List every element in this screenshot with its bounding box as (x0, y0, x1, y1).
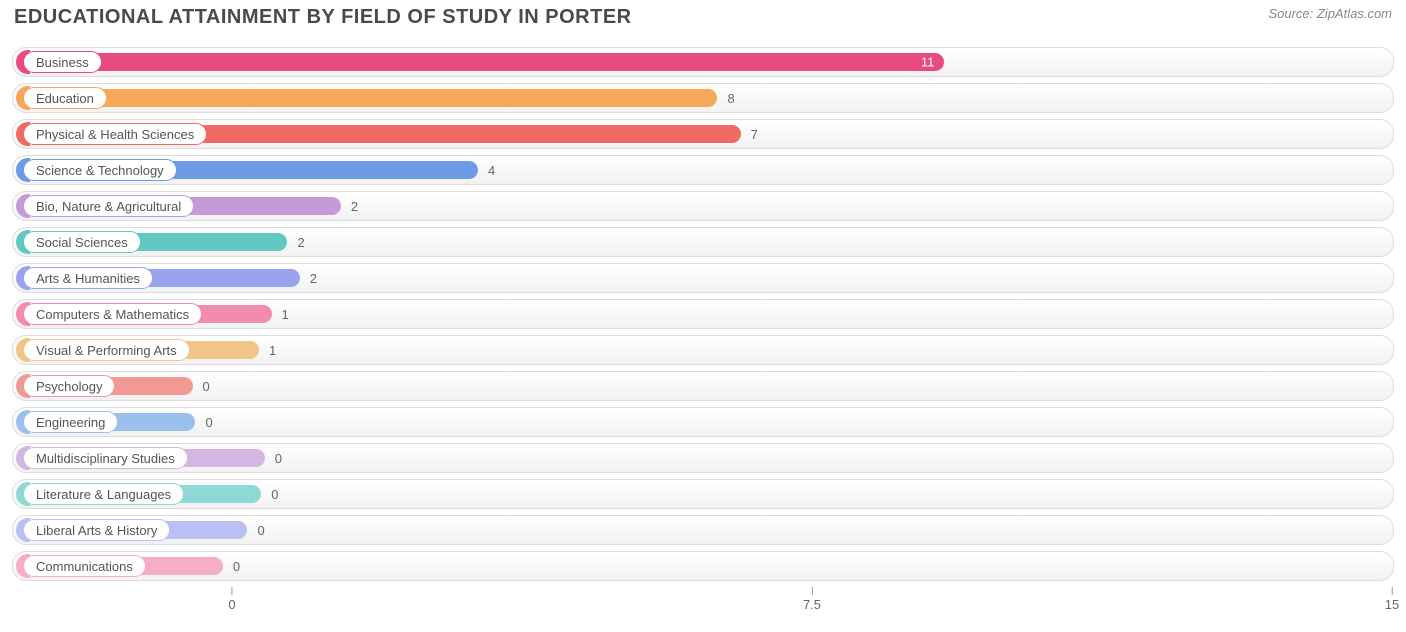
bar-value-label: 11 (921, 55, 935, 70)
category-label-pill: Literature & Languages (23, 483, 184, 505)
bar-value-label: 0 (233, 559, 240, 574)
tick-mark (1392, 587, 1393, 595)
bar-row: Communications 0 (12, 551, 1394, 581)
tick-label: 0 (228, 597, 235, 612)
bar-value-label: 0 (203, 379, 210, 394)
category-label-pill: Liberal Arts & History (23, 519, 170, 541)
tick-label: 7.5 (803, 597, 821, 612)
x-axis: 07.515 (12, 587, 1394, 615)
bar-row: Liberal Arts & History 0 (12, 515, 1394, 545)
bar-fill (182, 341, 259, 359)
bar-value-label: 1 (269, 343, 276, 358)
x-axis-tick: 0 (228, 587, 235, 612)
bar-fill (186, 197, 341, 215)
bar-row: Arts & Humanities 2 (12, 263, 1394, 293)
tick-mark (811, 587, 812, 595)
bar-value-label: 0 (205, 415, 212, 430)
bar-fill: 11 (94, 53, 945, 71)
bar-fill (99, 89, 718, 107)
bar-fill (180, 449, 265, 467)
bar-value-label: 2 (297, 235, 304, 250)
bar-fill (110, 413, 195, 431)
category-label-pill: Physical & Health Sciences (23, 123, 207, 145)
bar-row: Bio, Nature & Agricultural 2 (12, 191, 1394, 221)
source-attribution: Source: ZipAtlas.com (1268, 6, 1392, 21)
tick-label: 15 (1385, 597, 1399, 612)
category-label-pill: Bio, Nature & Agricultural (23, 195, 194, 217)
bar-value-label: 8 (727, 91, 734, 106)
tick-mark (231, 587, 232, 595)
bar-fill (194, 305, 271, 323)
bar-fill (169, 161, 478, 179)
bar-value-label: 2 (351, 199, 358, 214)
bar-row: Business 11 (12, 47, 1394, 77)
bar-fill (176, 485, 261, 503)
bar-fill (133, 233, 288, 251)
category-label-pill: Communications (23, 555, 146, 577)
category-label-pill: Science & Technology (23, 159, 177, 181)
category-label-pill: Business (23, 51, 102, 73)
bar-value-label: 0 (275, 451, 282, 466)
bar-value-label: 0 (271, 487, 278, 502)
bar-row: Physical & Health Sciences 7 (12, 119, 1394, 149)
category-label-pill: Education (23, 87, 107, 109)
category-label-pill: Arts & Humanities (23, 267, 153, 289)
bar-value-label: 2 (310, 271, 317, 286)
bar-fill (162, 521, 247, 539)
x-axis-tick: 15 (1385, 587, 1399, 612)
chart-title: EDUCATIONAL ATTAINMENT BY FIELD OF STUDY… (14, 6, 632, 29)
bar-fill (199, 125, 740, 143)
bar-fill (138, 557, 223, 575)
category-label-pill: Engineering (23, 411, 118, 433)
category-label-pill: Visual & Performing Arts (23, 339, 190, 361)
category-label-pill: Psychology (23, 375, 115, 397)
bar-value-label: 0 (257, 523, 264, 538)
category-label-pill: Social Sciences (23, 231, 141, 253)
bar-row: Multidisciplinary Studies 0 (12, 443, 1394, 473)
category-label-pill: Multidisciplinary Studies (23, 447, 188, 469)
bar-row: Visual & Performing Arts 1 (12, 335, 1394, 365)
x-axis-tick: 7.5 (803, 587, 821, 612)
bar-row: Literature & Languages 0 (12, 479, 1394, 509)
bar-fill (107, 377, 192, 395)
chart-plot-area: Business11Education8Physical & Health Sc… (12, 47, 1394, 581)
bar-value-label: 4 (488, 163, 495, 178)
bar-row: Education 8 (12, 83, 1394, 113)
bar-fill (145, 269, 300, 287)
bar-row: Engineering 0 (12, 407, 1394, 437)
bar-row: Social Sciences 2 (12, 227, 1394, 257)
bar-row: Science & Technology 4 (12, 155, 1394, 185)
bar-row: Psychology 0 (12, 371, 1394, 401)
bar-value-label: 1 (282, 307, 289, 322)
bar-value-label: 7 (751, 127, 758, 142)
bar-row: Computers & Mathematics 1 (12, 299, 1394, 329)
category-label-pill: Computers & Mathematics (23, 303, 202, 325)
